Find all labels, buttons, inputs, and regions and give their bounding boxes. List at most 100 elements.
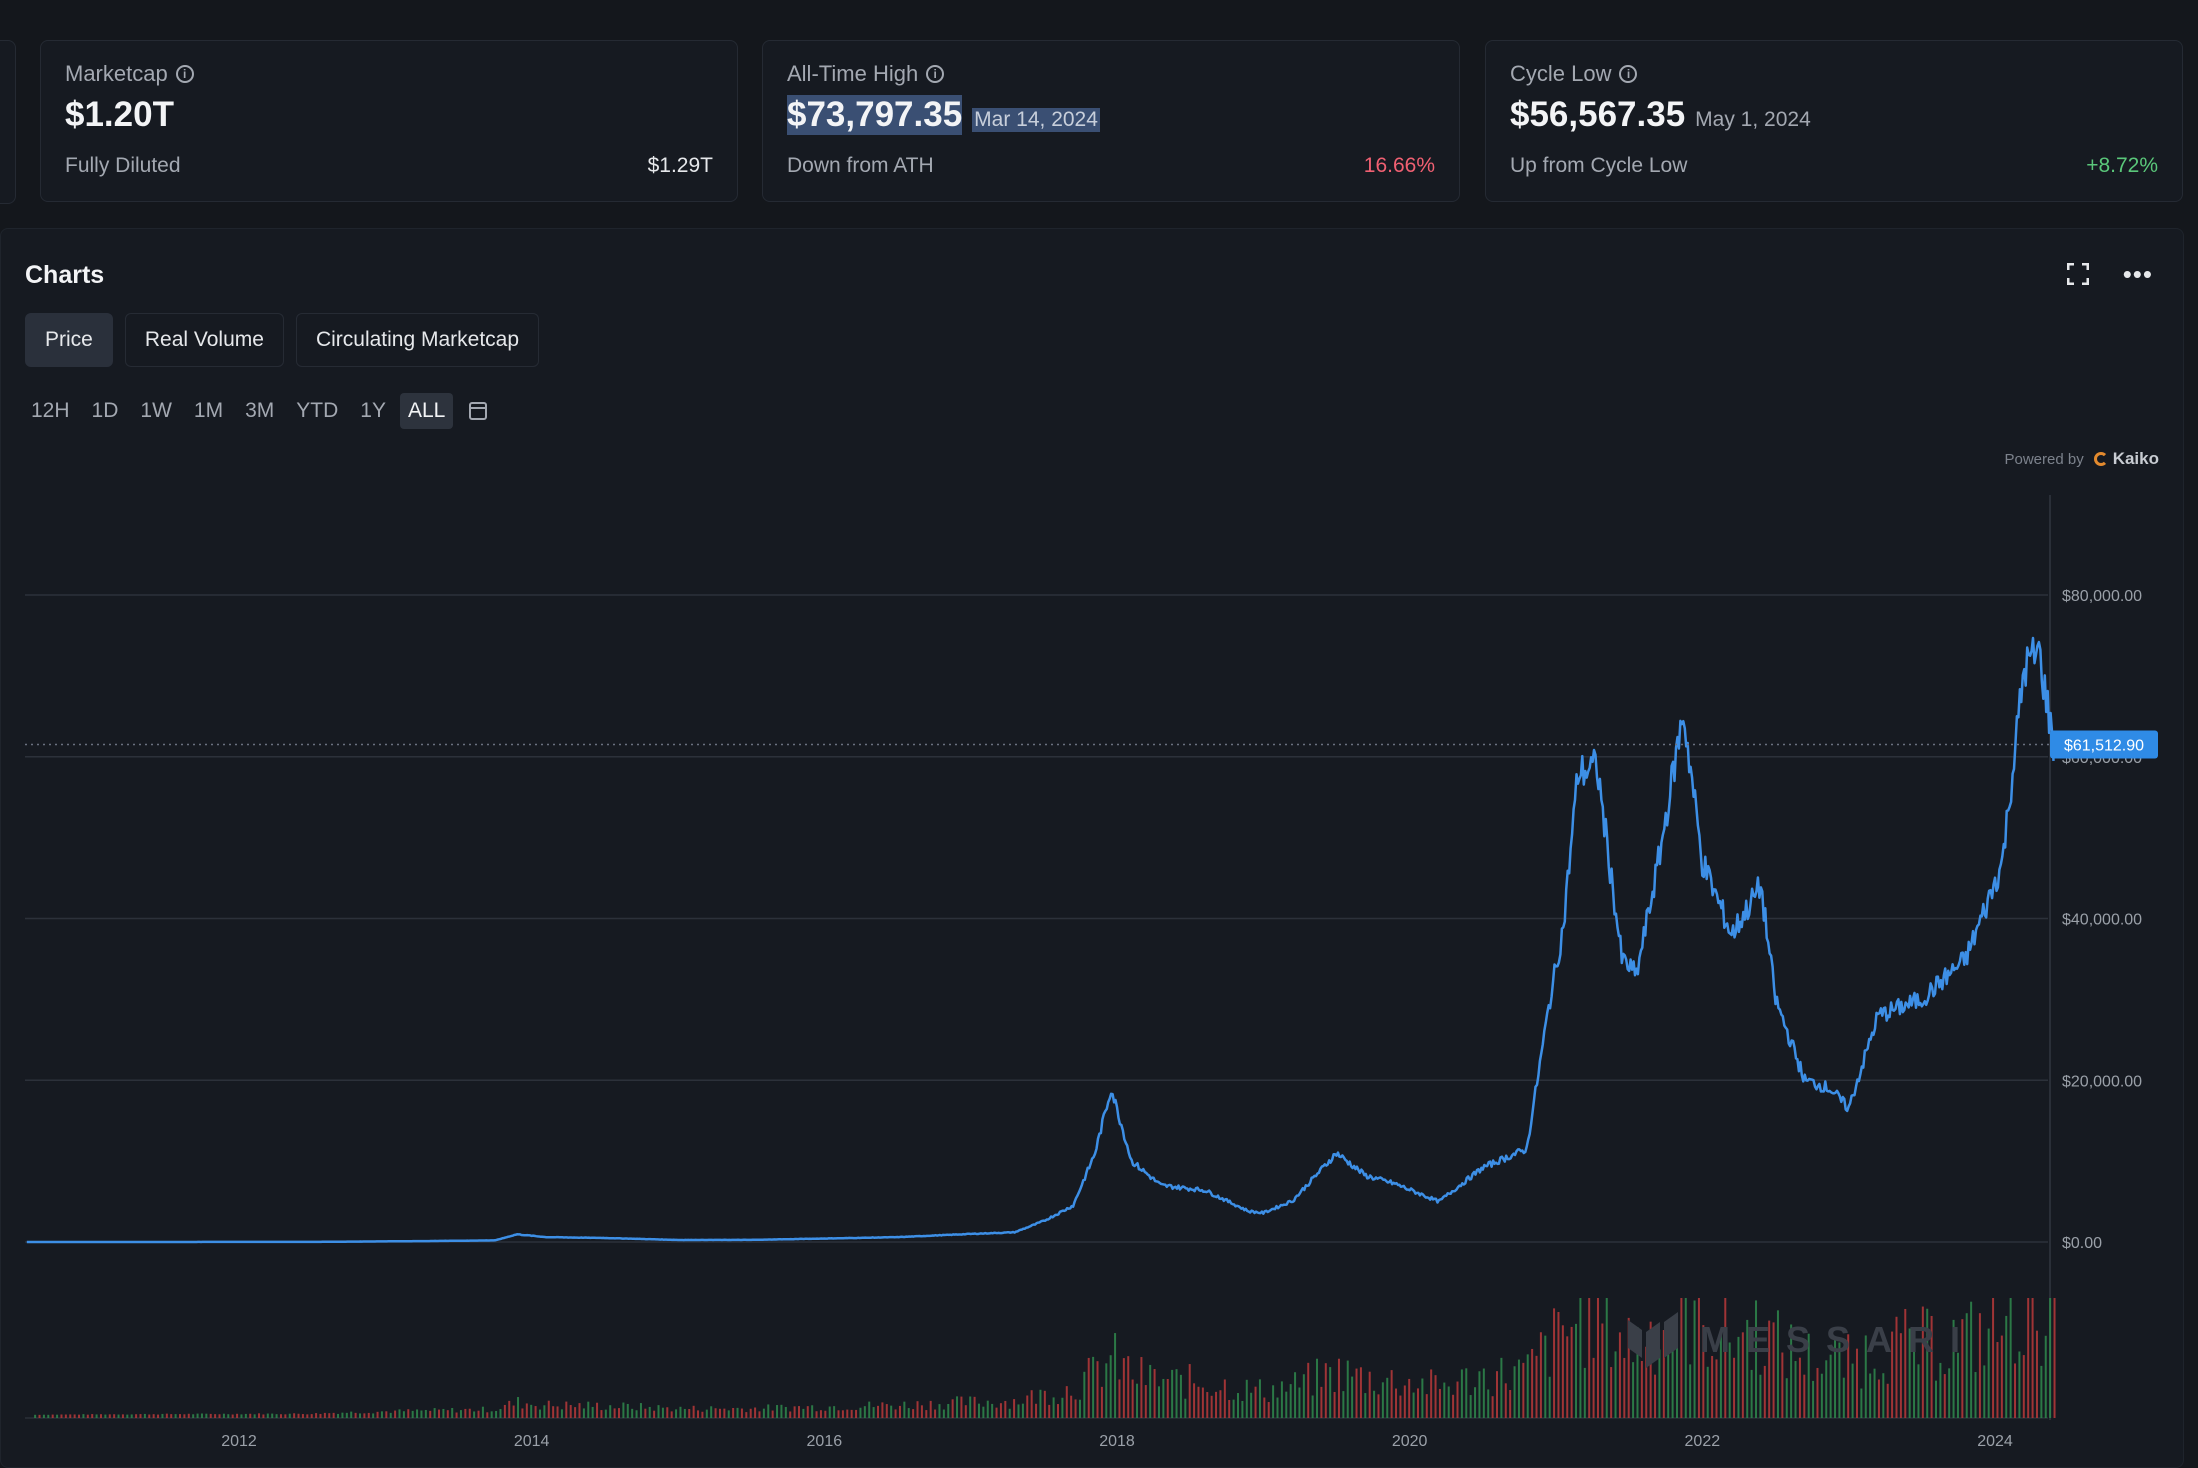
volume-bar	[1759, 1374, 1762, 1418]
volume-bar	[1654, 1374, 1657, 1418]
down-from-ath-label: Down from ATH	[787, 154, 934, 177]
volume-bar	[1596, 1298, 1599, 1418]
volume-bar	[1891, 1331, 1894, 1418]
range-1d[interactable]: 1D	[91, 399, 119, 422]
volume-bar	[969, 1396, 972, 1418]
volume-bar	[1276, 1397, 1279, 1418]
volume-bar	[1763, 1365, 1766, 1418]
volume-bar	[143, 1413, 146, 1418]
volume-bar	[1834, 1338, 1837, 1418]
volume-bar	[1215, 1391, 1218, 1418]
volume-bar	[499, 1409, 502, 1418]
volume-bar	[1017, 1404, 1020, 1418]
volume-bar	[376, 1411, 379, 1418]
volume-bar	[157, 1414, 160, 1418]
volume-bar	[1434, 1375, 1437, 1418]
calendar-icon[interactable]	[469, 402, 488, 420]
volume-bar	[200, 1413, 203, 1418]
volume-bar	[1926, 1308, 1929, 1418]
volume-bar	[262, 1414, 265, 1418]
volume-bar	[688, 1408, 691, 1418]
volume-bar	[1877, 1379, 1880, 1418]
info-icon[interactable]: i	[175, 65, 194, 83]
volume-bar	[1136, 1383, 1139, 1418]
tab-circulating-marketcap[interactable]: Circulating Marketcap	[295, 313, 540, 367]
info-icon[interactable]: i	[1619, 65, 1638, 83]
tab-real-volume[interactable]: Real Volume	[124, 313, 284, 367]
volume-bar	[855, 1409, 858, 1418]
volume-bar	[1241, 1400, 1244, 1418]
charts-panel: Charts ••• Price Real Volume Circulating…	[0, 228, 2184, 1468]
fullscreen-icon[interactable]	[2066, 262, 2090, 286]
ath-label: All-Time High	[787, 61, 919, 86]
volume-bar	[174, 1414, 177, 1418]
volume-bar	[1057, 1404, 1060, 1418]
volume-bar	[1368, 1371, 1371, 1418]
volume-bar	[631, 1408, 634, 1418]
range-3m[interactable]: 3M	[245, 399, 275, 422]
volume-bar	[1561, 1325, 1564, 1418]
volume-bar	[596, 1402, 599, 1418]
range-12h[interactable]: 12H	[31, 399, 70, 422]
volume-bar	[1715, 1359, 1718, 1418]
tab-price[interactable]: Price	[25, 313, 113, 367]
volume-bar	[51, 1414, 54, 1418]
volume-bar	[846, 1409, 849, 1418]
volume-bar	[1030, 1390, 1033, 1418]
volume-bar	[1425, 1394, 1428, 1418]
range-all[interactable]: ALL	[399, 393, 454, 429]
volume-bar	[574, 1407, 577, 1418]
range-ytd[interactable]: YTD	[296, 399, 339, 422]
y-tick-label: $20,000.00	[2062, 1073, 2142, 1090]
volume-bar	[56, 1414, 59, 1418]
volume-bar	[828, 1406, 831, 1418]
volume-bar	[1987, 1328, 1990, 1418]
powered-by: Powered by Kaiko	[2004, 449, 2159, 469]
volume-bar	[898, 1405, 901, 1418]
volume-bar	[95, 1414, 98, 1418]
volume-bar	[481, 1406, 484, 1418]
volume-bar	[1008, 1408, 1011, 1418]
volume-bar	[1956, 1352, 1959, 1418]
volume-bar	[736, 1407, 739, 1418]
volume-bar	[1337, 1358, 1340, 1418]
volume-bar	[1013, 1399, 1016, 1418]
x-tick-label: 2012	[221, 1433, 257, 1450]
volume-bar	[407, 1409, 410, 1418]
range-1m[interactable]: 1M	[193, 399, 224, 422]
cycle-low-value: $56,567.35	[1510, 95, 1686, 134]
volume-bar	[284, 1414, 287, 1418]
volume-bar	[811, 1405, 814, 1418]
volume-bar	[1096, 1361, 1099, 1418]
volume-bar	[209, 1413, 212, 1418]
volume-bar	[231, 1414, 234, 1418]
range-1y[interactable]: 1Y	[360, 399, 386, 422]
marketcap-card: Marketcap i $1.20T Fully Diluted $1.29T	[40, 40, 738, 202]
volume-bar	[797, 1406, 800, 1418]
volume-bar	[315, 1413, 318, 1418]
current-price-label: $61,512.90	[2064, 738, 2144, 755]
volume-bar	[2044, 1335, 2047, 1418]
volume-bar	[78, 1414, 81, 1418]
messari-logo-icon	[1628, 1312, 1678, 1368]
volume-bar	[2014, 1363, 2017, 1418]
volume-bar	[780, 1404, 783, 1418]
volume-bar	[279, 1414, 282, 1418]
cycle-low-value-row: $56,567.35 May 1, 2024	[1510, 95, 1811, 135]
volume-bar	[1992, 1298, 1995, 1418]
info-icon[interactable]: i	[926, 65, 945, 83]
volume-bar	[1355, 1368, 1358, 1418]
range-1w[interactable]: 1W	[140, 399, 172, 422]
more-options-icon[interactable]: •••	[2122, 259, 2153, 289]
kaiko-logo[interactable]: Kaiko	[2093, 449, 2159, 469]
volume-bar	[890, 1405, 893, 1418]
volume-bar	[1250, 1392, 1253, 1418]
volume-bar	[451, 1408, 454, 1418]
volume-bar	[727, 1410, 730, 1418]
volume-bar	[319, 1413, 322, 1418]
volume-bar	[639, 1403, 642, 1418]
volume-bar	[126, 1414, 129, 1418]
volume-bar	[1614, 1351, 1617, 1418]
volume-bar	[604, 1409, 607, 1418]
